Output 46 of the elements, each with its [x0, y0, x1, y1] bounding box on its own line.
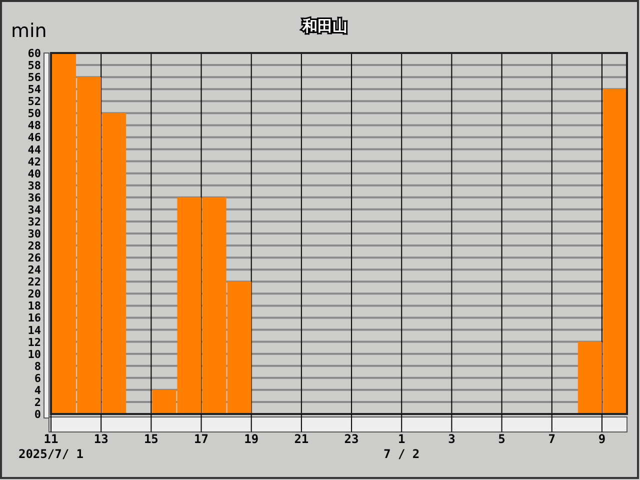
y-tick-label: 52 [28, 95, 41, 108]
x-tick-label: 1 [398, 432, 406, 446]
x-tick-label: 21 [294, 432, 309, 446]
y-tick-label: 4 [34, 384, 42, 397]
y-tick-label: 8 [34, 360, 41, 373]
y-tick-label: 16 [28, 312, 42, 325]
x-tick-label: 9 [598, 432, 606, 446]
y-tick-label: 56 [28, 71, 42, 84]
y-tick-label: 0 [34, 408, 41, 421]
y-tick-label: 38 [28, 179, 41, 192]
y-tick-label: 10 [28, 348, 41, 361]
y-tick-label: 28 [28, 240, 41, 253]
y-tick-label: 20 [28, 288, 41, 301]
y-tick-label: 2 [34, 396, 41, 409]
y-tick-label: 6 [34, 372, 42, 385]
y-axis-title: min [11, 20, 47, 42]
x-tick-label: 11 [44, 432, 58, 446]
y-tick-label: 14 [28, 324, 42, 337]
y-tick-label: 32 [28, 215, 41, 228]
y-tick-label: 46 [28, 131, 42, 144]
y-tick-label: 42 [28, 155, 41, 168]
y-tick-label: 50 [28, 107, 41, 120]
y-tick-label: 26 [28, 252, 42, 265]
x-tick-label: 13 [94, 432, 108, 446]
y-tick-label: 18 [28, 300, 41, 313]
y-tick-label: 40 [28, 167, 41, 180]
y-tick-label: 54 [28, 83, 42, 96]
y-tick-label: 36 [28, 191, 42, 204]
y-tick-label: 30 [28, 228, 41, 240]
x-tick-label: 17 [194, 432, 208, 446]
y-tick-label: 12 [28, 336, 41, 349]
y-tick-label: 58 [28, 59, 41, 72]
x-tick-label: 23 [344, 432, 359, 446]
y-tick-label: 44 [28, 143, 42, 156]
x-tick-label: 3 [448, 432, 456, 446]
y-tick-label: 24 [28, 264, 42, 277]
text: 2025/7/ 1 [18, 447, 84, 461]
x-tick-label: 15 [144, 432, 158, 446]
y-tick-label: 60 [28, 47, 41, 60]
y-tick-label: 22 [28, 276, 41, 289]
y-tick-label: 34 [28, 203, 42, 216]
x-tick-label: 7 [548, 432, 556, 446]
y-tick-label: 48 [28, 119, 41, 132]
x-tick-label: 19 [244, 432, 259, 446]
text: 7 / 2 [384, 447, 420, 461]
x-tick-label: 5 [498, 432, 506, 446]
